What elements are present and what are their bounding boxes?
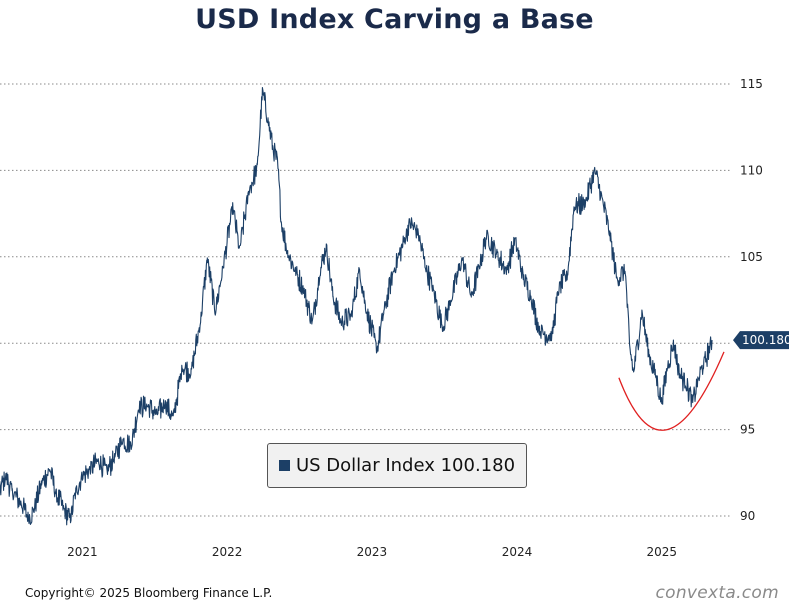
series-line-us-dollar-index [0,87,713,526]
x-tick-label: 2021 [67,545,98,559]
y-tick-label: 115 [740,77,763,91]
last-value-label: 100.180 [742,333,789,347]
y-tick-label: 110 [740,163,763,177]
chart-title: USD Index Carving a Base [195,4,594,35]
last-value-marker: 100.180 [733,331,789,350]
last-value-flag [733,331,789,350]
y-tick-label: 90 [740,509,755,523]
legend-label: US Dollar Index 100.180 [295,455,516,476]
series-us-dollar-index [0,87,713,526]
y-axis-ticks: 9095100105110115 [740,77,763,523]
y-tick-label: 105 [740,250,763,264]
x-axis-ticks: 2021 2022 2023 2024 2025 [67,545,677,559]
watermark-text: convexta.com [655,583,779,603]
x-tick-label: 2024 [502,545,533,559]
legend-swatch [278,460,290,471]
base-curve-annotation [618,351,725,431]
copyright-text: Copyright© 2025 Bloomberg Finance L.P. [25,586,273,600]
x-tick-label: 2025 [646,545,677,559]
red-base-curve [618,351,725,431]
x-tick-label: 2022 [212,545,243,559]
x-tick-label: 2023 [357,545,388,559]
y-tick-label: 95 [740,423,755,437]
legend: US Dollar Index 100.180 [267,443,527,488]
